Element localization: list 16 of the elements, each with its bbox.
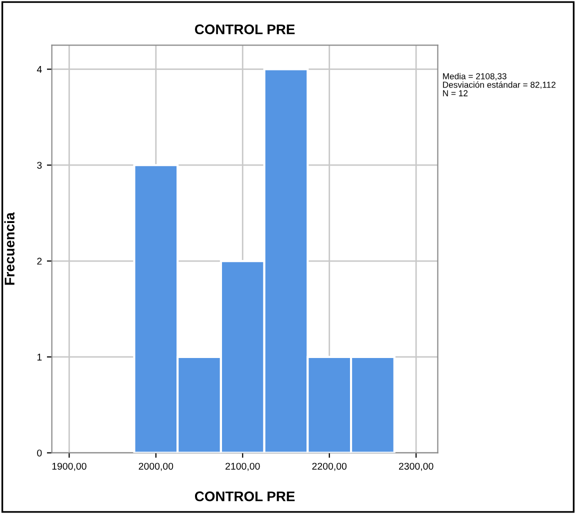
text: Desviación estándar = 82,112 bbox=[443, 81, 556, 89]
y-tick-label: 0 bbox=[37, 450, 42, 456]
y-axis-title: Frecuencia bbox=[4, 212, 15, 285]
y-tick-label: 4 bbox=[36, 66, 42, 73]
x-tick-label: 2300,00 bbox=[399, 462, 434, 471]
y-tick-label: 3 bbox=[37, 162, 42, 169]
text: Media = 2108,33 bbox=[443, 72, 506, 80]
text: N = 12 bbox=[443, 90, 468, 96]
x-axis-title: CONTROL PRE bbox=[194, 491, 295, 502]
y-tick-label: 1 bbox=[37, 354, 42, 360]
x-tick-label: 2100,00 bbox=[226, 462, 260, 471]
y-tick-label: 2 bbox=[37, 258, 42, 265]
x-tick-label: 2000,00 bbox=[138, 462, 174, 471]
x-tick-label: 1900,00 bbox=[52, 462, 86, 471]
x-tick-label: 2200,00 bbox=[312, 462, 347, 471]
chart-title: CONTROL PRE bbox=[194, 24, 295, 34]
